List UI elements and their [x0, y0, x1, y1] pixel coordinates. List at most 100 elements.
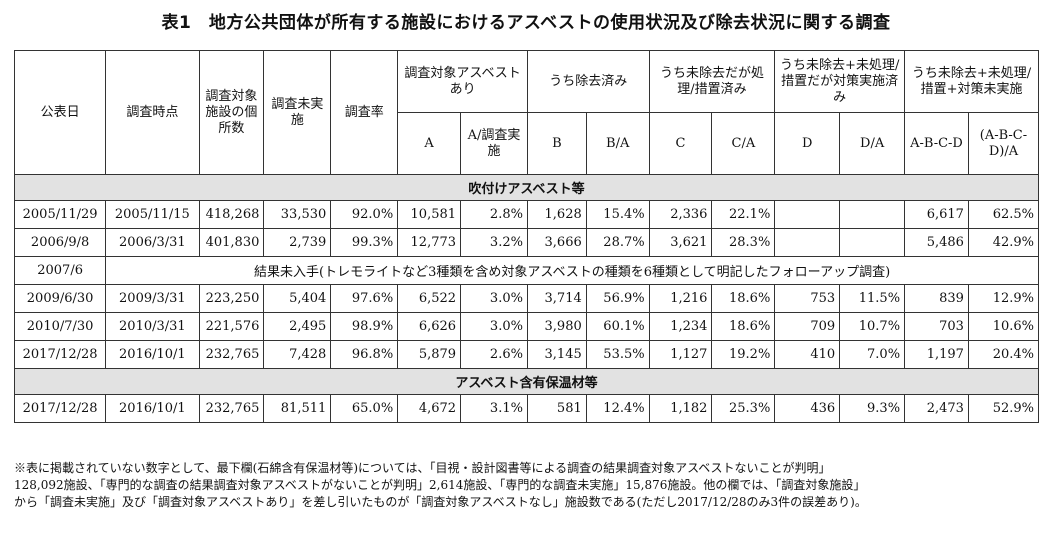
header-not-surveyed: 調査未実施: [263, 50, 332, 175]
header-col-ca: C/A: [711, 112, 776, 175]
section-title-insulation: アスベスト含有保温材等: [14, 368, 1039, 395]
cell-da: 7.0%: [839, 340, 906, 369]
cell-survey-date: 2016/10/1: [105, 340, 200, 369]
cell-d: 709: [774, 312, 841, 341]
cell-ba: 56.9%: [585, 284, 650, 313]
header-group-asbestos: 調査対象アスベストあり: [397, 50, 528, 113]
cell-facilities: 232,765: [198, 394, 265, 423]
table-row-note: 2007/6 結果未入手(トレモライトなど3種類を含め対象アスベストの種類を6種…: [13, 256, 1039, 285]
cell-c: 1,216: [648, 284, 713, 313]
header-col-abcd: A-B-C-D: [904, 112, 969, 175]
cell-c: 2,336: [648, 200, 713, 229]
header-col-c: C: [648, 112, 713, 175]
footnote-line: から「調査未実施」及び「調査対象アスベストあり」を差し引いたものが「調査対象アス…: [14, 495, 867, 509]
cell-survey-rate: 98.9%: [330, 312, 399, 341]
cell-abcd: 703: [904, 312, 969, 341]
header-col-ba: B/A: [585, 112, 650, 175]
cell-abcd: 5,486: [904, 228, 969, 257]
cell-survey-rate: 65.0%: [330, 394, 399, 423]
cell-c: 3,621: [648, 228, 713, 257]
cell-survey-date: 2009/3/31: [105, 284, 200, 313]
cell-b: 3,666: [526, 228, 587, 257]
header-target-facilities: 調査対象施設の個所数: [198, 50, 265, 175]
header-group-removed: うち除去済み: [526, 50, 650, 113]
cell-ca: 18.6%: [711, 284, 776, 313]
cell-pub-date: 2010/7/30: [13, 312, 107, 341]
cell-abcd-rate: 42.9%: [967, 228, 1040, 257]
cell-da: 10.7%: [839, 312, 906, 341]
cell-not-surveyed: 81,511: [263, 394, 332, 423]
cell-d: [774, 228, 841, 257]
cell-pub-date: 2009/6/30: [13, 284, 107, 313]
cell-a: 5,879: [397, 340, 462, 369]
cell-abcd-rate: 62.5%: [967, 200, 1040, 229]
cell-d: 436: [774, 394, 841, 423]
cell-pub-date: 2005/11/29: [13, 200, 107, 229]
cell-c: 1,234: [648, 312, 713, 341]
cell-a: 6,626: [397, 312, 462, 341]
cell-d: 410: [774, 340, 841, 369]
header-survey-rate: 調査率: [330, 50, 399, 175]
cell-a: 4,672: [397, 394, 462, 423]
cell-da: [839, 200, 906, 229]
cell-not-surveyed: 5,404: [263, 284, 332, 313]
header-col-d: D: [774, 112, 841, 175]
cell-da: 9.3%: [839, 394, 906, 423]
cell-b: 1,628: [526, 200, 587, 229]
footnote-line: 128,092施設、「専門的な調査の結果調査対象アスベストがないことが判明」2,…: [14, 478, 866, 492]
header-col-da: D/A: [839, 112, 906, 175]
cell-survey-date: 2010/3/31: [105, 312, 200, 341]
cell-a-rate: 2.6%: [460, 340, 528, 369]
cell-d: [774, 200, 841, 229]
cell-a-rate: 3.1%: [460, 394, 528, 423]
header-group-unremoved-none: うち未除去+未処理/措置+対策未実施: [904, 50, 1039, 113]
cell-abcd-rate: 52.9%: [967, 394, 1040, 423]
table-row: 2010/7/30 2010/3/31 221,576 2,495 98.9% …: [13, 312, 1040, 341]
header-group-unremoved-countermeasure: うち未除去+未処理/措置だが対策実施済み: [774, 50, 906, 113]
cell-b: 3,714: [526, 284, 587, 313]
table-row: 2017/12/28 2016/10/1 232,765 7,428 96.8%…: [13, 340, 1040, 369]
cell-survey-rate: 97.6%: [330, 284, 399, 313]
cell-not-surveyed: 2,739: [263, 228, 332, 257]
cell-c: 1,182: [648, 394, 713, 423]
cell-da: [839, 228, 906, 257]
cell-a: 10,581: [397, 200, 462, 229]
cell-ba: 12.4%: [585, 394, 650, 423]
header-col-a-rate: A/調査実施: [460, 112, 528, 175]
cell-ba: 53.5%: [585, 340, 650, 369]
cell-survey-rate: 96.8%: [330, 340, 399, 369]
cell-abcd: 1,197: [904, 340, 969, 369]
cell-ca: 22.1%: [711, 200, 776, 229]
header-col-b: B: [526, 112, 587, 175]
cell-abcd: 6,617: [904, 200, 969, 229]
asbestos-survey-table: 公表日 調査時点 調査対象施設の個所数 調査未実施 調査率 調査対象アスベストあ…: [13, 50, 1040, 423]
cell-ca: 25.3%: [711, 394, 776, 423]
cell-pub-date: 2017/12/28: [13, 394, 107, 423]
cell-a-rate: 2.8%: [460, 200, 528, 229]
cell-ba: 15.4%: [585, 200, 650, 229]
cell-not-surveyed: 2,495: [263, 312, 332, 341]
cell-abcd-rate: 10.6%: [967, 312, 1040, 341]
cell-facilities: 401,830: [198, 228, 265, 257]
table-row: 2006/9/8 2006/3/31 401,830 2,739 99.3% 1…: [13, 228, 1040, 257]
cell-facilities: 418,268: [198, 200, 265, 229]
cell-facilities: 223,250: [198, 284, 265, 313]
cell-abcd-rate: 12.9%: [967, 284, 1040, 313]
cell-b: 3,145: [526, 340, 587, 369]
header-col-abcd-rate: (A-B-C-D)/A: [967, 112, 1040, 175]
table-row: 2017/12/28 2016/10/1 232,765 81,511 65.0…: [13, 394, 1040, 423]
cell-ba: 28.7%: [585, 228, 650, 257]
cell-survey-date: 2016/10/1: [105, 394, 200, 423]
table-row: 2009/6/30 2009/3/31 223,250 5,404 97.6% …: [13, 284, 1040, 313]
cell-da: 11.5%: [839, 284, 906, 313]
cell-ca: 28.3%: [711, 228, 776, 257]
cell-pub-date: 2006/9/8: [13, 228, 107, 257]
cell-facilities: 221,576: [198, 312, 265, 341]
cell-c: 1,127: [648, 340, 713, 369]
cell-b: 581: [526, 394, 587, 423]
cell-d: 753: [774, 284, 841, 313]
table-row: 2005/11/29 2005/11/15 418,268 33,530 92.…: [13, 200, 1040, 229]
section-title-sprayed: 吹付けアスベスト等: [14, 174, 1039, 201]
footnote-line: ※表に掲載されていない数字として、最下欄(石綿含有保温材等)については、「目視・…: [14, 461, 831, 475]
cell-not-surveyed: 7,428: [263, 340, 332, 369]
